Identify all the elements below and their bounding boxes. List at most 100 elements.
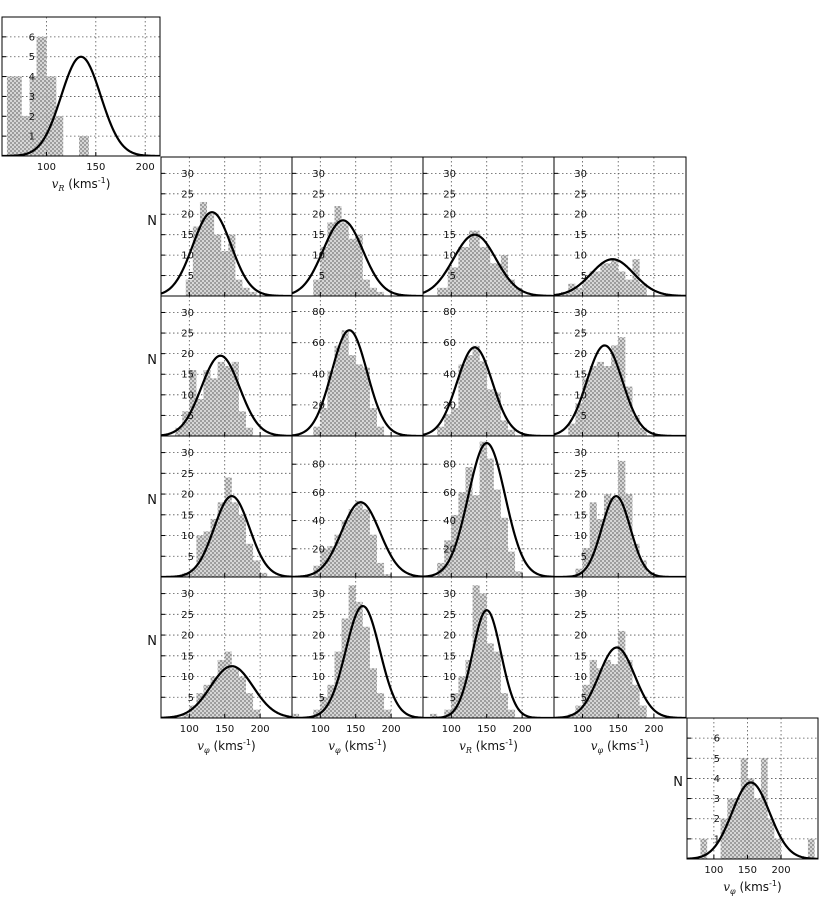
histogram-bar (217, 659, 225, 718)
y-tick-label: 25 (443, 610, 456, 621)
histogram-bar (355, 364, 363, 436)
histogram-panel-r2c3: 20 40 60 80 (422, 295, 555, 437)
y-tick-label: 30 (574, 448, 587, 459)
histogram-bar (334, 206, 342, 296)
y-tick-label: 5 (188, 271, 194, 282)
histogram-bar (46, 76, 57, 156)
y-tick-label: 30 (574, 589, 587, 600)
y-tick-label: 10 (181, 672, 194, 683)
histogram-bar (458, 492, 466, 577)
histogram-bar (334, 345, 342, 436)
histogram-bar (646, 572, 654, 577)
histogram-bar (196, 398, 204, 436)
y-tick-label: 3 (29, 92, 35, 103)
y-tick-label: 20 (443, 544, 456, 555)
histogram-bar (327, 370, 335, 436)
histogram-bar (224, 651, 232, 718)
y-tick-label: 30 (181, 448, 194, 459)
histogram-bar (210, 518, 218, 577)
histogram-bar (611, 259, 619, 296)
histogram-bar (618, 630, 626, 718)
y-tick-label: 10 (443, 672, 456, 683)
y-tick-label: 20 (312, 210, 325, 221)
histogram-bar (253, 709, 261, 718)
y-tick-label: 10 (181, 251, 194, 262)
gaussian-fit-curve (423, 441, 554, 577)
y-tick-label: 80 (443, 460, 456, 471)
histogram-bar (727, 798, 735, 859)
histogram-bar (327, 684, 335, 718)
histogram-bar (196, 693, 204, 718)
histogram-bar (740, 758, 748, 859)
histogram-bar (472, 345, 480, 436)
histogram-bar (238, 411, 246, 436)
histogram-bar (458, 364, 466, 436)
x-tick-label: 150 (738, 865, 757, 876)
histogram-bar (369, 534, 377, 577)
histogram-bar (249, 291, 257, 296)
histogram-bar (199, 201, 208, 296)
histogram-bar (260, 572, 268, 577)
x-tick-label: 150 (477, 724, 496, 735)
histogram-bar (362, 279, 370, 296)
histogram-bar (203, 684, 211, 718)
y-tick-label: 40 (312, 369, 325, 380)
gaussian-fit-curve (687, 781, 818, 859)
y-tick-label: 5 (319, 693, 325, 704)
y-tick-label: 40 (443, 369, 456, 380)
y-tick-label: 20 (574, 631, 587, 642)
y-tick-label: 1 (29, 132, 35, 143)
x-tick-label: 200 (772, 865, 791, 876)
histogram-bar (603, 366, 612, 436)
y-tick-label: 20 (181, 210, 194, 221)
gaussian-fit-curve (2, 55, 160, 156)
histogram-bar (500, 255, 508, 296)
y-tick-label: 10 (574, 251, 587, 262)
y-tick-label: 15 (312, 230, 325, 241)
histogram-bar (734, 798, 741, 859)
y-tick-label: 20 (443, 631, 456, 642)
histogram-bar (348, 509, 356, 577)
histogram-bar (348, 585, 356, 718)
histogram-bar (500, 693, 508, 718)
y-tick-label: 25 (574, 469, 587, 480)
histogram-panel-r3c4: 5 10 15 20 25 30 (553, 435, 687, 578)
histogram-panel-r3c1: 5 10 15 20 25 30 N (147, 435, 293, 578)
histogram-bar (228, 234, 236, 296)
histogram-bar (451, 408, 459, 436)
y-tick-label: 5 (581, 271, 587, 282)
y-tick-label: 10 (574, 531, 587, 542)
histogram-bar (245, 693, 254, 718)
y-tick-label: 15 (574, 651, 587, 662)
y-tick-label: 20 (574, 490, 587, 501)
y-tick-label: 10 (181, 531, 194, 542)
y-tick-label: 2 (29, 112, 35, 123)
gaussian-fit-curve (423, 609, 554, 718)
y-axis-label: N (147, 493, 157, 508)
y-tick-label: 25 (181, 469, 194, 480)
y-tick-label: 25 (312, 189, 325, 200)
y-tick-label: 20 (443, 210, 456, 221)
y-tick-label: 25 (181, 610, 194, 621)
histogram-bar (192, 226, 200, 296)
y-tick-label: 20 (312, 544, 325, 555)
histogram-bar (334, 651, 342, 718)
y-tick-label: 30 (574, 308, 587, 319)
histogram-bar (575, 287, 583, 296)
histogram-bar (437, 287, 448, 296)
y-tick-label: 6 (29, 32, 35, 43)
y-tick-label: 15 (181, 510, 194, 521)
histogram-bar (632, 415, 640, 436)
histogram-panel-r1c3: 5 10 15 20 25 30 (422, 156, 555, 297)
histogram-bar (458, 246, 470, 296)
histogram-bar (369, 287, 377, 296)
histogram-bar (36, 36, 47, 156)
histogram-bar (596, 361, 604, 436)
histogram-bar (611, 664, 619, 718)
histogram-bar (747, 778, 755, 859)
histogram-bar (479, 246, 491, 296)
y-tick-label: 30 (312, 169, 325, 180)
histogram-bar (327, 545, 335, 577)
histogram-bar (472, 585, 480, 718)
